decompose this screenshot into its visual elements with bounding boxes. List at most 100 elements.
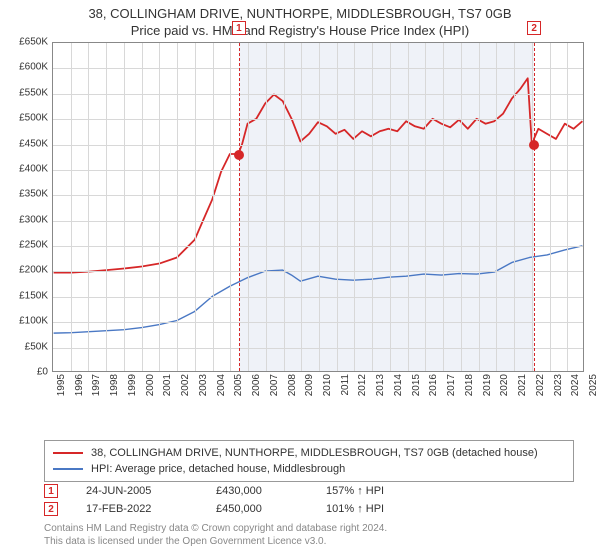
gridline-vertical [71,43,72,371]
gridline-vertical [213,43,214,371]
x-axis-label: 2019 [482,374,493,396]
gridline-vertical [266,43,267,371]
y-axis-label: £500K [19,113,48,124]
y-axis-label: £50K [25,341,48,352]
x-axis-label: 1998 [109,374,120,396]
y-axis-label: £600K [19,62,48,73]
gridline-horizontal [53,322,583,323]
transaction-line [534,43,535,371]
transaction-date: 17-FEB-2022 [86,503,216,515]
series-property [54,78,583,272]
transaction-price: £450,000 [216,503,326,515]
chart-container: 38, COLLINGHAM DRIVE, NUNTHORPE, MIDDLES… [0,0,600,560]
gridline-vertical [142,43,143,371]
transaction-row: 1 24-JUN-2005£430,000157% ↑ HPI [44,482,574,500]
transaction-row: 2 17-FEB-2022£450,000101% ↑ HPI [44,500,574,518]
x-axis-label: 2023 [553,374,564,396]
y-axis-label: £150K [19,290,48,301]
transaction-date: 24-JUN-2005 [86,485,216,497]
x-axis-label: 2011 [340,374,351,396]
y-axis-label: £550K [19,87,48,98]
y-axis-label: £0 [37,367,48,378]
gridline-vertical [372,43,373,371]
gridline-horizontal [53,170,583,171]
x-axis-label: 2014 [393,374,404,396]
gridline-horizontal [53,119,583,120]
transaction-dot [234,150,244,160]
gridline-horizontal [53,145,583,146]
x-axis-label: 2008 [287,374,298,396]
x-axis-label: 2012 [357,374,368,396]
legend-label: HPI: Average price, detached house, Midd… [91,461,345,477]
transaction-line [239,43,240,371]
y-axis-label: £100K [19,316,48,327]
x-axis-label: 2007 [269,374,280,396]
gridline-vertical [106,43,107,371]
gridline-vertical [567,43,568,371]
gridline-vertical [354,43,355,371]
x-axis-label: 2004 [216,374,227,396]
plot-area: 12 [52,42,584,372]
x-axis-label: 2003 [198,374,209,396]
gridline-horizontal [53,246,583,247]
x-axis-label: 2021 [517,374,528,396]
footnote: Contains HM Land Registry data © Crown c… [44,522,387,548]
transaction-pct: 157% ↑ HPI [326,485,436,497]
transaction-number-badge: 2 [44,502,58,516]
gridline-vertical [248,43,249,371]
x-axis-label: 2022 [535,374,546,396]
gridline-vertical [159,43,160,371]
x-axis-label: 2016 [428,374,439,396]
transaction-marker-label: 1 [232,21,246,35]
transaction-pct: 101% ↑ HPI [326,503,436,515]
x-axis-label: 1999 [127,374,138,396]
x-axis-label: 2020 [499,374,510,396]
gridline-vertical [284,43,285,371]
gridline-vertical [550,43,551,371]
y-axis-label: £450K [19,138,48,149]
gridline-vertical [390,43,391,371]
x-axis-label: 2000 [145,374,156,396]
y-axis-label: £200K [19,265,48,276]
transaction-number-badge: 1 [44,484,58,498]
gridline-horizontal [53,221,583,222]
gridline-vertical [230,43,231,371]
y-axis-label: £350K [19,189,48,200]
gridline-vertical [443,43,444,371]
transaction-dot [529,140,539,150]
x-axis-label: 1995 [56,374,67,396]
x-axis-label: 2013 [375,374,386,396]
gridline-horizontal [53,297,583,298]
gridline-horizontal [53,68,583,69]
x-axis-label: 1997 [91,374,102,396]
series-hpi [54,246,583,333]
gridline-horizontal [53,348,583,349]
transaction-marker-label: 2 [527,21,541,35]
title-address: 38, COLLINGHAM DRIVE, NUNTHORPE, MIDDLES… [0,6,600,21]
title-block: 38, COLLINGHAM DRIVE, NUNTHORPE, MIDDLES… [0,0,600,38]
y-axis-label: £650K [19,37,48,48]
x-axis-label: 2025 [588,374,599,396]
transaction-table: 1 24-JUN-2005£430,000157% ↑ HPI 2 17-FEB-20… [44,482,574,518]
footnote-line1: Contains HM Land Registry data © Crown c… [44,522,387,535]
legend-swatch [53,452,83,454]
legend-swatch [53,468,83,470]
x-axis-label: 2010 [322,374,333,396]
y-axis-label: £250K [19,240,48,251]
x-axis-label: 2002 [180,374,191,396]
x-axis-label: 2005 [233,374,244,396]
gridline-vertical [461,43,462,371]
x-axis-label: 1996 [74,374,85,396]
x-axis-label: 2015 [411,374,422,396]
gridline-vertical [195,43,196,371]
legend-row: HPI: Average price, detached house, Midd… [53,461,565,477]
gridline-vertical [124,43,125,371]
gridline-vertical [301,43,302,371]
x-axis-label: 2009 [304,374,315,396]
gridline-vertical [177,43,178,371]
gridline-vertical [408,43,409,371]
gridline-horizontal [53,94,583,95]
x-axis-label: 2006 [251,374,262,396]
legend-label: 38, COLLINGHAM DRIVE, NUNTHORPE, MIDDLES… [91,445,538,461]
transaction-price: £430,000 [216,485,326,497]
